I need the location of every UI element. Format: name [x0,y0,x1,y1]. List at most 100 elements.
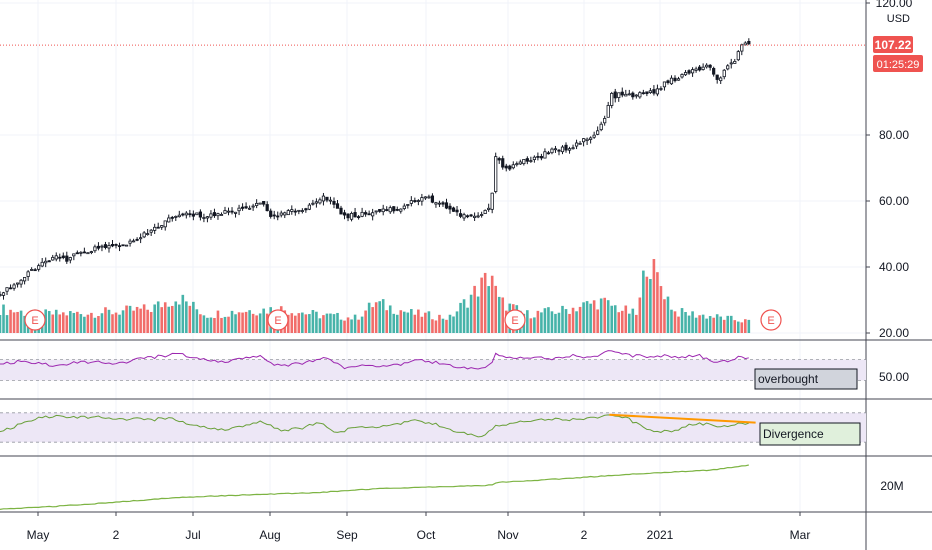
candle-body [223,210,227,214]
volume-bar [378,301,381,333]
volume-bar [388,305,392,333]
candle-body [683,72,688,76]
rsi-tick-label: 50.00 [879,370,909,384]
candle-body [596,130,600,135]
candle-body [430,195,435,203]
volume-bar [220,317,223,333]
volume-bar [301,312,304,333]
volume-bar [227,316,230,333]
candle-body [146,233,150,236]
volume-bar [19,310,23,333]
candle-body [620,91,624,96]
candle-body [219,214,224,216]
volume-bar [315,311,318,333]
candle-body [599,123,603,131]
candle-body [385,209,389,211]
volume-bar [216,310,220,333]
candle-body [518,161,522,165]
candle-body [58,256,62,259]
volume-bar [72,312,76,333]
volume-bar [452,316,455,333]
candle-body [364,212,368,215]
candle-body [469,214,473,217]
candle-body [581,138,586,143]
volume-bar [248,310,251,333]
volume-bar [160,307,164,333]
volume-bar [483,272,487,333]
candle-body [490,192,494,210]
volume-bar [381,299,385,333]
candle-body [553,148,558,151]
obv-pane[interactable]: 20M [0,464,904,510]
volume-bar [543,308,547,333]
candle-body [283,212,287,216]
volume-bar [385,310,389,333]
volume-bar [353,314,357,333]
candle-body [606,105,610,118]
volume-bar [638,297,642,333]
volume-bar [90,312,93,333]
oscillator-pane[interactable]: Divergence [0,412,866,446]
candle-body [416,200,420,202]
rsi-pane[interactable]: 50.00 overbought [0,350,909,390]
candle-body [149,229,153,233]
volume-bar [76,311,79,333]
candle-body [191,213,195,217]
volume-bar [431,319,434,333]
candle-body [262,201,266,205]
volume-bar [5,315,9,333]
candle-body [497,158,501,161]
volume-bar [206,317,209,333]
volume-bar [473,285,476,333]
divergence-label-box [759,422,861,446]
candle-body [655,88,660,95]
candle-body [226,210,231,213]
candle-body [740,44,744,52]
volume-bar [666,296,670,333]
price-axis[interactable]: USD 107.22 01:25:29 120.00 80.00 60.00 40.0… [866,0,923,340]
price-tick-label: 120.00 [876,0,913,10]
time-axis[interactable]: May 2 Jul Aug Sep Oct Nov 2 2021 Mar [27,512,811,542]
candle-body [508,165,512,170]
volume-bar [360,316,364,333]
candle-body [680,74,684,78]
time-tick-label: Aug [259,528,280,542]
volume-bar [237,312,241,333]
candle-body [532,156,536,160]
volume-bar [694,317,698,333]
volume-bar [747,319,751,333]
volume-bar [715,314,719,333]
price-tick-label: 60.00 [879,194,909,208]
volume-bar [69,311,72,333]
price-tick-label: 20.00 [879,326,909,340]
candle-body [103,244,108,248]
candle-body [589,137,593,140]
rsi-line [0,350,749,370]
earnings-marker [504,309,526,331]
candle-body [181,213,185,216]
candle-body [1,292,6,296]
candle-body [360,211,364,217]
candle-body [139,237,143,240]
volume-bar [128,305,132,333]
candle-body [230,210,234,213]
volume-bar [230,310,234,333]
volume-bar [673,311,677,333]
volume-bar [392,313,396,333]
volume-bar [526,310,529,333]
candle-body [307,204,311,210]
volume-bar [251,313,255,333]
time-tick-label: Sep [336,528,358,542]
candle-body [65,255,69,262]
volume-bar [487,286,490,333]
candle-body [522,159,526,165]
candle-body [487,207,491,210]
volume-bar [244,311,248,333]
candle-body [135,238,139,241]
volume-bar [705,318,708,333]
volume-bar [687,315,691,333]
volume-bar [649,279,652,333]
